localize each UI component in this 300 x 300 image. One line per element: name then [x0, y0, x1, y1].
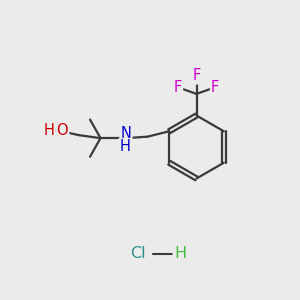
Text: O: O [57, 123, 68, 138]
Text: F: F [192, 68, 201, 83]
Text: F: F [174, 80, 182, 95]
Text: Cl: Cl [130, 246, 146, 261]
Text: H: H [44, 122, 54, 137]
Text: H: H [120, 139, 130, 154]
Text: F: F [211, 80, 219, 95]
Text: H: H [174, 246, 186, 261]
Text: N: N [121, 126, 131, 141]
